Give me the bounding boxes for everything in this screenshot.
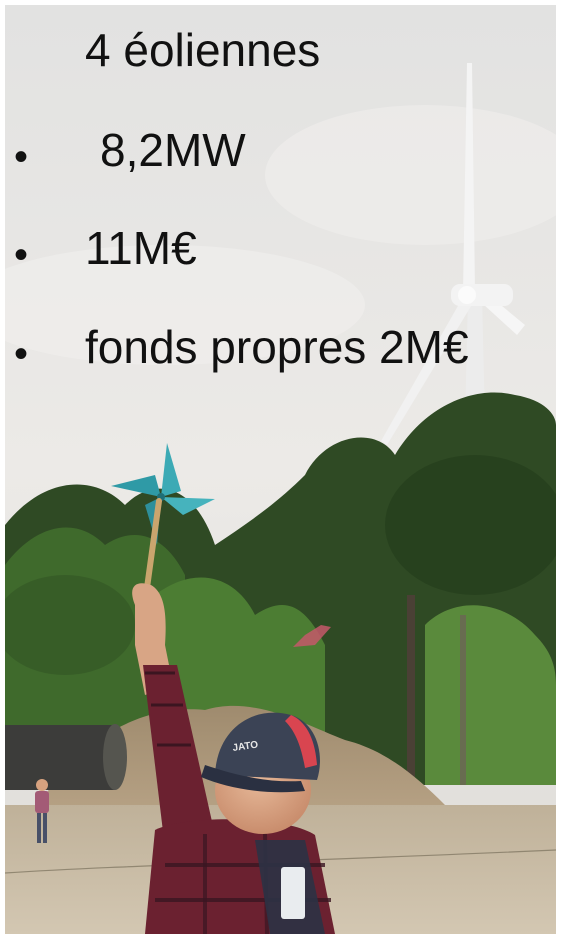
bullet-item: • 11M€ xyxy=(5,223,556,279)
bullet-marker: • xyxy=(14,332,29,376)
bullet-item: • fonds propres 2M€ xyxy=(5,322,556,378)
cloud xyxy=(5,245,365,365)
tree-line xyxy=(5,392,556,785)
bullet-text-cost: 11M€ xyxy=(85,222,197,274)
distant-child xyxy=(35,779,49,843)
slide-text: 4 éoliennes • 8,2MW • 11M€ • fonds propr… xyxy=(5,5,556,395)
wind-turbine xyxy=(381,63,525,445)
background-photo: JATO xyxy=(5,5,556,934)
bullet-marker: • xyxy=(14,233,29,277)
bullet-marker: • xyxy=(14,135,29,179)
svg-text:JATO: JATO xyxy=(232,739,259,754)
slide-title: 4 éoliennes xyxy=(85,24,321,76)
ribbon xyxy=(293,625,331,647)
child: JATO xyxy=(132,583,335,934)
bullet-text-power: 8,2MW xyxy=(100,124,246,176)
bullet-item: • 8,2MW xyxy=(5,125,556,181)
cloud xyxy=(265,105,556,245)
slide-frame: JATO 4 éoliennes • 8,2MW • 11M€ • fonds … xyxy=(5,5,556,934)
pinwheel xyxy=(111,443,215,598)
pipe xyxy=(5,724,127,790)
bullet-text-equity: fonds propres 2M€ xyxy=(85,321,469,373)
